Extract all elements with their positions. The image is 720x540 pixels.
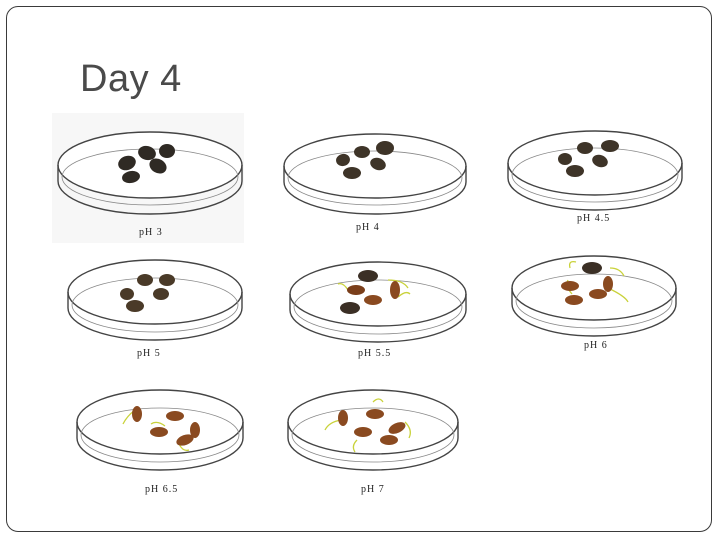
- dish-label-ph6-5: pH 6.5: [145, 484, 179, 495]
- seed-group: [336, 141, 394, 179]
- dish-label-ph5: pH 5: [137, 348, 161, 359]
- seed-group: [340, 270, 400, 314]
- dish-label-ph3: pH 3: [139, 227, 163, 238]
- dish-label-ph4: pH 4: [356, 222, 380, 233]
- seed-group: [561, 262, 613, 305]
- dish-label-ph5-5: pH 5.5: [358, 348, 392, 359]
- petri-dish-ph6: pH 6: [510, 246, 700, 358]
- slide-title: Day 4: [80, 58, 182, 100]
- petri-dish-ph3: pH 3: [55, 115, 245, 238]
- seed-group: [558, 140, 619, 177]
- seed-group: [132, 406, 200, 446]
- petri-dish-ph5: pH 5: [65, 250, 255, 362]
- seed-group: [120, 274, 175, 312]
- petri-dish-ph4: pH 4: [280, 118, 470, 233]
- petri-dish-ph7: pH 7: [285, 380, 475, 495]
- dish-label-ph6: pH 6: [584, 340, 608, 351]
- seed-group: [338, 409, 406, 445]
- petri-dish-ph5-5: pH 5.5: [288, 252, 478, 364]
- dish-label-ph7: pH 7: [361, 484, 385, 495]
- petri-dish-ph6-5: pH 6.5: [75, 380, 265, 495]
- dish-label-ph4-5: pH 4.5: [577, 213, 611, 224]
- sprouts: [337, 279, 411, 298]
- petri-dish-ph4-5: pH 4.5: [505, 115, 695, 227]
- seed-group: [118, 144, 175, 184]
